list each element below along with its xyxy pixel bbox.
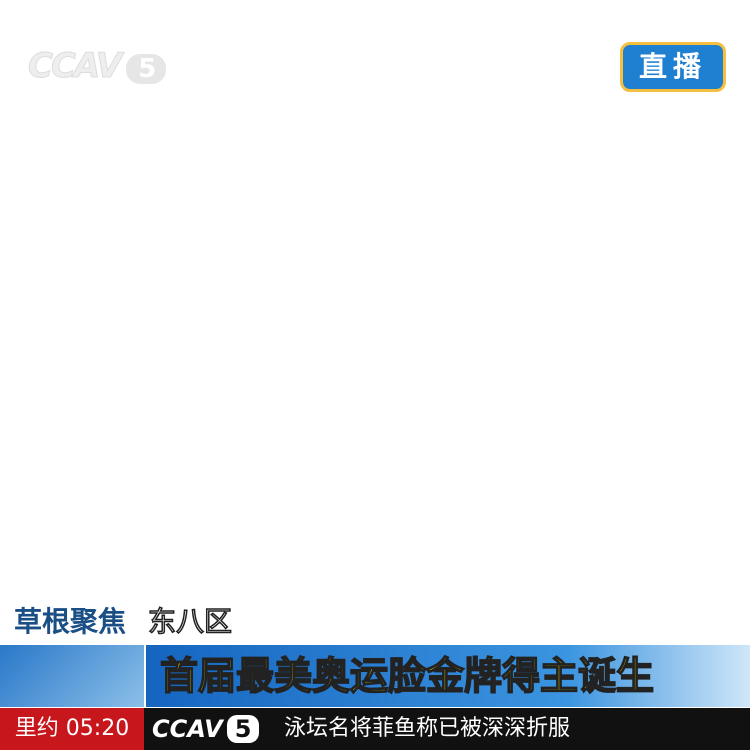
logo-text: CCAV xyxy=(27,46,122,87)
ticker-logo: CCAV 5 xyxy=(152,708,260,750)
channel-logo: CCAV 5 xyxy=(27,46,167,87)
location-time: 里约 05:20 xyxy=(0,708,144,750)
program-name: 草根聚焦 xyxy=(14,605,127,638)
ticker-text: 泳坛名将菲鱼称已被深深折服 xyxy=(284,716,571,741)
world-map xyxy=(0,645,144,707)
ticker-logo-text: CCAV xyxy=(152,715,223,743)
program-segment: 东八区 xyxy=(147,604,233,639)
logo-channel: 5 xyxy=(126,54,167,84)
live-badge: 直播 xyxy=(620,42,726,92)
headline: 首届最美奥运脸金牌得主诞生 xyxy=(146,645,750,707)
ticker-logo-channel: 5 xyxy=(226,715,260,743)
ticker: 里约 05:20 CCAV 5 泳坛名将菲鱼称已被深深折服 xyxy=(0,708,750,750)
program-bar: 草根聚焦 东八区 xyxy=(0,600,233,644)
